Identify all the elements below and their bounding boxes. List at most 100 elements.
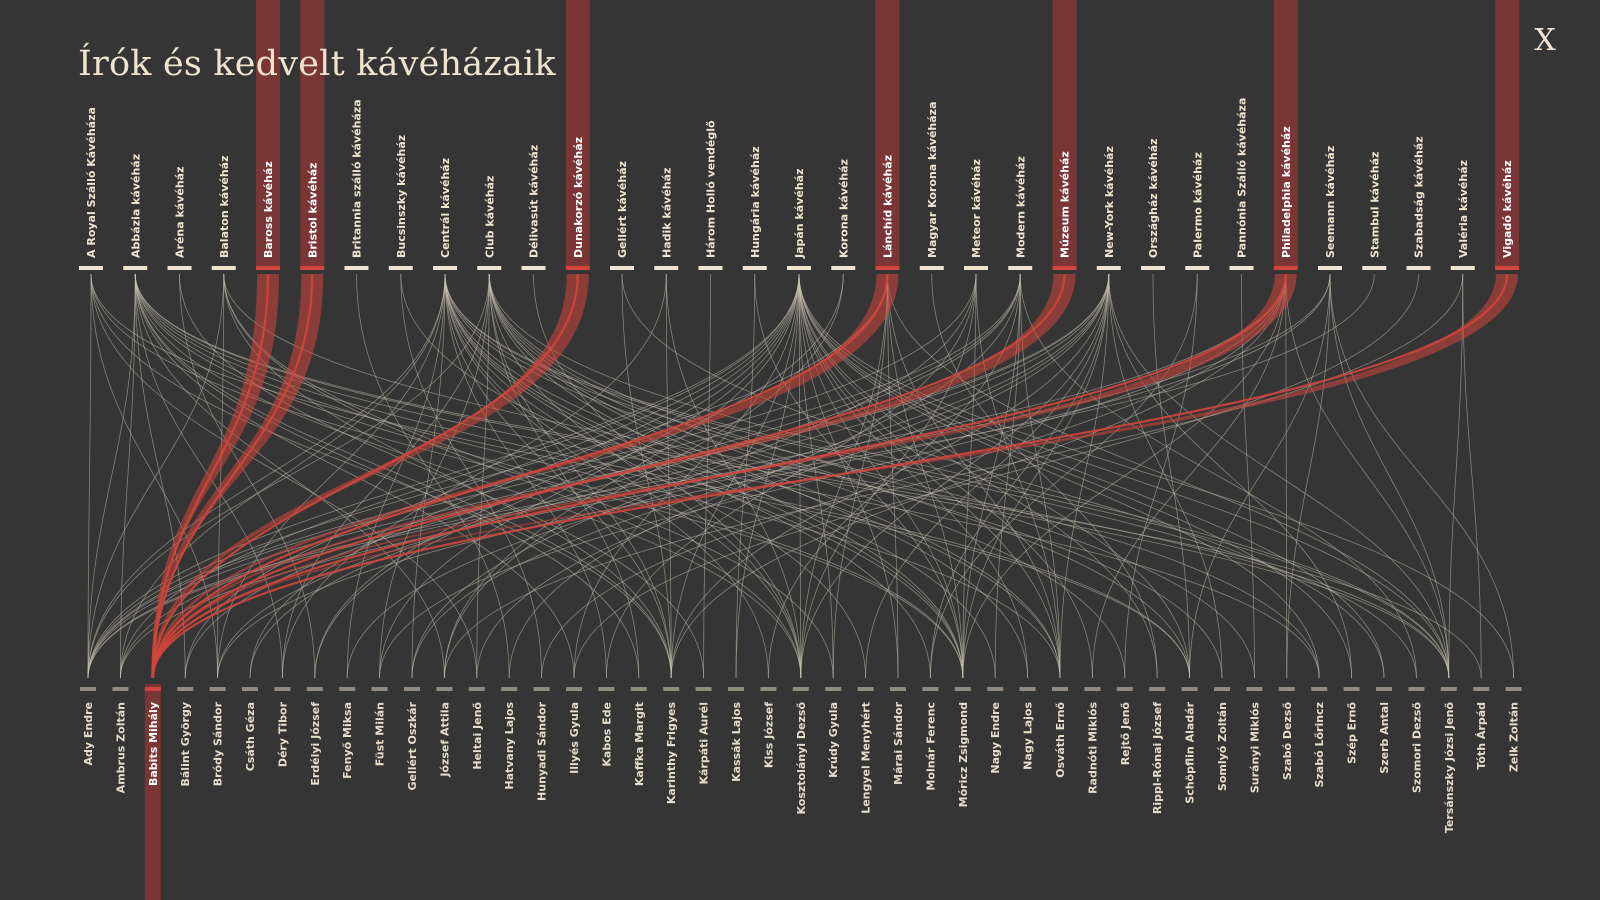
writer-label-szabo-lorincz[interactable]: Szabó Lőrincz: [1313, 702, 1326, 788]
writer-marker[interactable]: [566, 687, 582, 691]
writer-label-somlyo-zoltan[interactable]: Somlyó Zoltán: [1216, 702, 1229, 791]
writer-marker[interactable]: [857, 687, 874, 691]
cafe-marker[interactable]: [919, 266, 944, 270]
writer-marker[interactable]: [144, 687, 161, 691]
writer-marker[interactable]: [1116, 687, 1133, 691]
writer-label-gellert-oszkar[interactable]: Gellért Oszkár: [406, 701, 419, 790]
cafe-label-lanchid-kavehaz[interactable]: Lánchíd kávéház: [882, 155, 895, 258]
writer-label-csath-geza[interactable]: Csáth Géza: [244, 702, 257, 771]
cafe-marker[interactable]: [388, 266, 413, 270]
cafe-label-korona-kavehaz[interactable]: Korona kávéház: [837, 159, 850, 258]
writer-label-karpati-aurel[interactable]: Kárpáti Aurél: [698, 702, 711, 785]
cafe-label-modern-kavehaz[interactable]: Modern kávéház: [1014, 156, 1027, 258]
writer-label-balint-gyorgy[interactable]: Bálint György: [179, 702, 192, 787]
cafe-marker[interactable]: [875, 266, 900, 270]
writer-marker[interactable]: [1376, 687, 1392, 691]
cafe-marker[interactable]: [1052, 266, 1077, 270]
cafe-marker[interactable]: [256, 266, 280, 270]
writer-marker[interactable]: [1278, 687, 1295, 691]
writer-label-kaffka-margit[interactable]: Kaffka Margit: [633, 702, 646, 786]
cafe-marker[interactable]: [1318, 266, 1342, 270]
writer-label-hatvany-lajos[interactable]: Hatvany Lajos: [503, 702, 516, 790]
writer-label-schopflin-aladar[interactable]: Schöpflin Aladár: [1184, 701, 1197, 803]
writer-marker[interactable]: [533, 687, 550, 691]
cafe-label-harom-hollo-vendeglo[interactable]: Három Holló vendéglő: [705, 120, 718, 258]
cafe-label-philadelphia-kavehaz[interactable]: Philadelphia kávéház: [1280, 126, 1293, 258]
writer-label-illyes-gyula[interactable]: Illyés Gyula: [568, 702, 581, 774]
writer-marker[interactable]: [468, 687, 485, 691]
cafe-marker[interactable]: [1008, 266, 1033, 270]
cafe-marker[interactable]: [300, 266, 325, 270]
cafe-label-central-kavehaz[interactable]: Centrál kávéház: [439, 158, 452, 258]
writer-marker[interactable]: [922, 687, 939, 691]
cafe-label-magyar-korona-kavehaza[interactable]: Magyar Korona kávéháza: [926, 102, 939, 259]
writer-label-molnar-ferenc[interactable]: Molnár Ferenc: [924, 702, 937, 791]
writer-marker[interactable]: [890, 687, 906, 691]
writer-marker[interactable]: [954, 687, 971, 691]
cafe-marker[interactable]: [831, 266, 856, 270]
writer-label-tersanszky-jozsi-jeno[interactable]: Tersánszky Józsi Jenő: [1443, 702, 1456, 834]
writer-label-karinthy-frigyes[interactable]: Karinthy Frigyes: [665, 702, 678, 805]
cafe-marker[interactable]: [1273, 266, 1298, 270]
cafe-label-baross-kavehaz[interactable]: Baross kávéház: [262, 161, 275, 258]
writer-label-nagy-lajos[interactable]: Nagy Lajos: [1022, 702, 1035, 770]
cafe-label-arena-kavehaz[interactable]: Aréna kávéház: [174, 166, 187, 258]
writer-label-suranyi-miklos[interactable]: Surányi Miklós: [1248, 702, 1261, 794]
writer-label-jozsef-attila[interactable]: József Attila: [438, 702, 451, 778]
writer-marker[interactable]: [987, 687, 1004, 691]
cafe-label-palermo-kavehaz[interactable]: Palermo kávéház: [1191, 152, 1204, 258]
cafe-marker[interactable]: [79, 266, 103, 270]
cafe-marker[interactable]: [123, 266, 148, 270]
cafe-marker[interactable]: [433, 266, 457, 270]
writer-label-kabos-ede[interactable]: Kabos Ede: [600, 702, 613, 767]
cafe-label-muzeum-kavehaz[interactable]: Múzeum kávéház: [1059, 151, 1072, 258]
writer-label-moricz-zsigmond[interactable]: Móricz Zsigmond: [957, 702, 970, 807]
writer-marker[interactable]: [436, 687, 453, 691]
cafe-label-japan-kavehaz[interactable]: Japán kávéház: [793, 169, 806, 260]
writer-label-babits-mihaly[interactable]: Babits Mihály: [147, 702, 160, 786]
writer-label-toth-arpad[interactable]: Tóth Árpád: [1475, 702, 1488, 770]
writer-label-rippl-ronai-jozsef[interactable]: Rippl-Rónai József: [1151, 702, 1164, 814]
writer-label-kiss-jozsef[interactable]: Kiss József: [762, 702, 775, 768]
writer-marker[interactable]: [177, 687, 194, 691]
writer-label-lengyel-menyhert[interactable]: Lengyel Menyhért: [860, 702, 873, 814]
cafe-label-abbazia-kavehaz[interactable]: Abbázia kávéház: [129, 154, 142, 258]
cafe-marker[interactable]: [1141, 266, 1165, 270]
cafe-label-britannia-szallo-kavehaza[interactable]: Britannia szálló kávéháza: [351, 99, 364, 258]
writer-label-nagy-endre[interactable]: Nagy Endre: [989, 702, 1002, 774]
writer-marker[interactable]: [792, 687, 809, 691]
writer-marker[interactable]: [598, 687, 615, 691]
writer-marker[interactable]: [80, 687, 96, 691]
cafe-label-club-kavehaz[interactable]: Club kávéház: [483, 176, 496, 258]
cafe-marker[interactable]: [698, 266, 723, 270]
writer-marker[interactable]: [663, 687, 680, 691]
cafe-label-hungaria-kavehaz[interactable]: Hungária kávéház: [749, 146, 762, 258]
writer-marker[interactable]: [1084, 687, 1101, 691]
cafe-marker[interactable]: [477, 266, 502, 270]
cafe-label-gellert-kavehaz[interactable]: Gellért kávéház: [616, 161, 629, 258]
writer-label-radnoti-miklos[interactable]: Radnóti Miklós: [1086, 702, 1099, 794]
close-icon[interactable]: X: [1534, 23, 1556, 58]
writer-label-dery-tibor[interactable]: Déry Tibor: [276, 701, 289, 767]
cafe-label-seemann-kavehaz[interactable]: Seemann kávéház: [1324, 146, 1337, 258]
writer-label-hunyadi-sandor[interactable]: Hunyadi Sándor: [536, 701, 549, 801]
cafe-label-bristol-kavehaz[interactable]: Bristol kávéház: [306, 162, 319, 258]
writer-marker[interactable]: [339, 687, 356, 691]
writer-label-szomori-dezso[interactable]: Szomori Dezső: [1410, 702, 1423, 793]
writer-marker[interactable]: [1052, 687, 1068, 691]
cafe-label-stambul-kavehaz[interactable]: Stambul kávéház: [1368, 152, 1381, 258]
writer-marker[interactable]: [404, 687, 420, 691]
writer-marker[interactable]: [209, 687, 226, 691]
cafe-label-orszaghaz-kavehaz[interactable]: Országház kávéház: [1147, 138, 1160, 258]
writer-label-osvath-erno[interactable]: Osváth Ernő: [1054, 702, 1067, 778]
writer-label-szabo-dezso[interactable]: Szabó Dezső: [1281, 702, 1294, 781]
writer-marker[interactable]: [371, 687, 388, 691]
cafe-label-pannonia-szallo-kavehaza[interactable]: Pannónia Szálló kávéháza: [1236, 98, 1249, 258]
cafe-marker[interactable]: [1406, 266, 1431, 270]
writer-label-rejto-jeno[interactable]: Rejtő Jenő: [1119, 702, 1132, 766]
writer-label-szerb-antal[interactable]: Szerb Antal: [1378, 702, 1391, 774]
cafe-label-hadik-kavehaz[interactable]: Hadik kávéház: [660, 168, 673, 258]
writer-marker[interactable]: [1311, 687, 1328, 691]
cafe-marker[interactable]: [1495, 266, 1519, 270]
cafe-label-new-york-kavehaz[interactable]: New-York kávéház: [1103, 146, 1116, 258]
